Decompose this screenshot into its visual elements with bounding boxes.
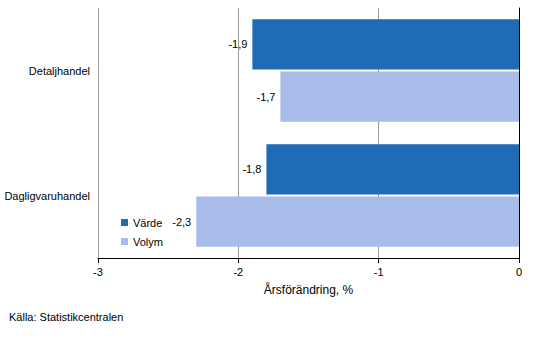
svg-text:Volym: Volym bbox=[133, 236, 163, 248]
svg-text:Värde: Värde bbox=[133, 217, 162, 229]
svg-text:Detaljhandel: Detaljhandel bbox=[29, 65, 90, 77]
svg-text:-3: -3 bbox=[93, 266, 103, 278]
svg-text:-1,9: -1,9 bbox=[228, 38, 247, 50]
svg-text:-1: -1 bbox=[374, 266, 384, 278]
svg-text:Dagligvaruhandel: Dagligvaruhandel bbox=[4, 190, 90, 202]
svg-text:Källa: Statistikcentralen: Källa: Statistikcentralen bbox=[9, 311, 123, 323]
svg-text:-1,7: -1,7 bbox=[256, 91, 275, 103]
svg-text:Årsförändring, %: Årsförändring, % bbox=[264, 282, 354, 297]
svg-text:-2: -2 bbox=[233, 266, 243, 278]
svg-text:-2,3: -2,3 bbox=[172, 216, 191, 228]
svg-text:-1,8: -1,8 bbox=[242, 163, 261, 175]
svg-text:0: 0 bbox=[516, 266, 522, 278]
